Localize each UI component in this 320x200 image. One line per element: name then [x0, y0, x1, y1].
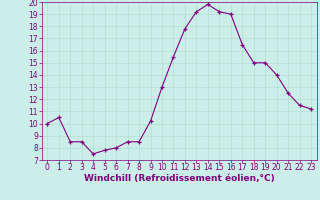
X-axis label: Windchill (Refroidissement éolien,°C): Windchill (Refroidissement éolien,°C): [84, 174, 275, 183]
